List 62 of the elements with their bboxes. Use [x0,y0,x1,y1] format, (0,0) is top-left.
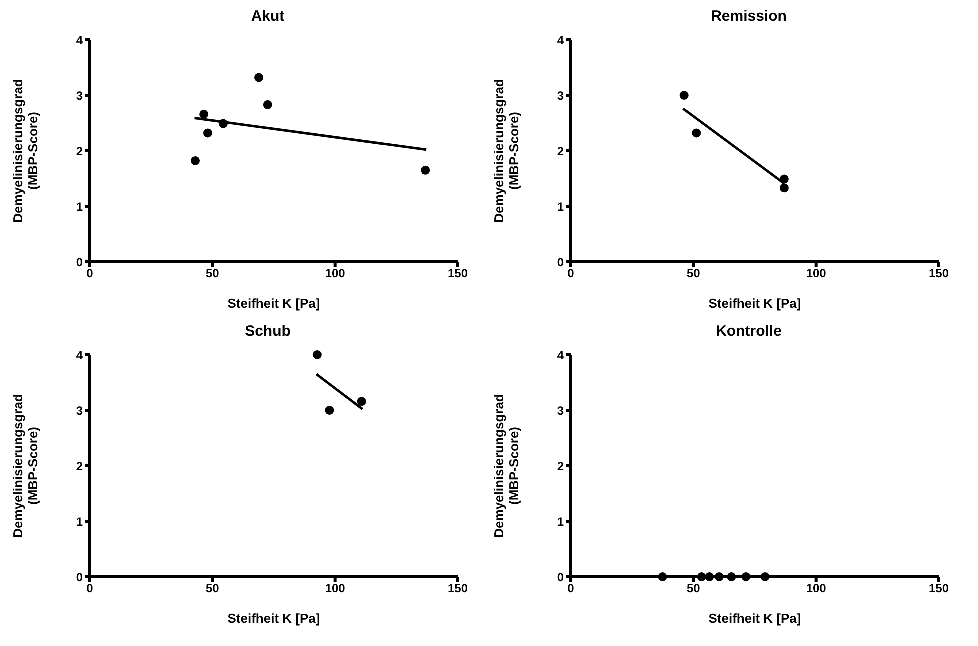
x-axis-title: Steifheit K [Pa] [708,611,802,626]
x-tick-label: 100 [806,582,827,596]
y-tick-label: 3 [76,404,84,418]
y-axis-title: Demyelinisierungsgrad (MBP-Score) [10,79,40,223]
point [357,397,366,406]
y-tick-label: 1 [557,200,564,214]
y-tick-label: 1 [557,514,564,529]
x-tick-label: 0 [568,266,575,281]
y-tick-label: 3 [557,404,564,418]
point [200,110,209,119]
y-tick-label: 2 [557,144,564,158]
point [692,128,702,138]
x-axis-title: Steifheit K [Pa] [228,296,320,311]
x-tick-label: 150 [928,266,950,281]
x-tick-label: 0 [568,582,575,596]
y-tick-label: 4 [76,33,84,48]
y-tick-label: 4 [76,348,84,362]
point [325,406,334,415]
y-tick-label: 3 [557,88,564,103]
point [190,156,200,166]
x-tick-label: 100 [325,582,346,596]
y-tick-label: 0 [557,255,564,270]
x-axis-title: Steifheit K [Pa] [228,611,320,626]
y-tick-label: 2 [557,459,564,474]
chart-title: Schub [244,323,292,342]
point [263,100,272,110]
y-tick-label: 4 [557,348,564,362]
y-tick-label: 4 [557,33,564,48]
point [780,174,789,184]
y-tick-label: 0 [557,570,564,584]
chart-title: Akut [250,8,286,27]
point [312,350,322,360]
y-axis-title: Demyelinisierungsgrad (MBP-Score) [492,79,522,223]
point [421,166,430,175]
x-tick-label: 50 [206,266,220,281]
point [780,184,789,193]
x-tick-label: 0 [86,266,94,281]
chart-title: Kontrolle [715,323,783,342]
x-tick-label: 50 [206,582,220,596]
y-axis-title: Demyelinisierungsgrad (MBP-Score) [492,394,522,538]
point [204,128,213,138]
x-tick-label: 50 [686,582,701,596]
x-tick-label: 50 [686,266,701,281]
x-axis-title: Steifheit K [Pa] [708,296,802,311]
x-tick-label: 100 [325,266,346,281]
y-tick-label: 1 [76,200,84,214]
y-tick-label: 2 [76,144,84,158]
x-tick-label: 150 [448,266,468,281]
chart-title: Remission [710,8,788,27]
x-tick-label: 150 [448,582,468,596]
y-tick-label: 3 [76,88,84,103]
point [254,73,264,82]
x-tick-label: 100 [806,266,827,281]
y-tick-label: 2 [76,459,84,474]
y-tick-label: 0 [76,255,84,270]
y-tick-label: 0 [76,570,84,584]
point [218,119,228,128]
point [680,91,689,100]
x-tick-label: 150 [928,582,950,596]
y-axis-title: Demyelinisierungsgrad (MBP-Score) [10,394,40,538]
x-tick-label: 0 [86,582,94,596]
y-tick-label: 1 [76,514,84,529]
